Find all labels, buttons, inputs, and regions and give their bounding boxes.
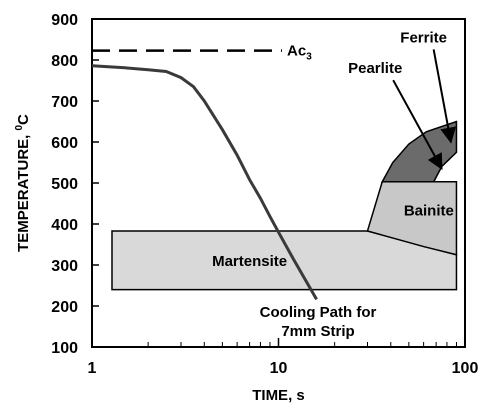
cooling-path-label-line1: Cooling Path for bbox=[260, 304, 377, 321]
ac3-label-main: Ac bbox=[287, 43, 306, 60]
y-axis-label-degree: 0 bbox=[14, 125, 25, 131]
cooling-path-line bbox=[91, 64, 318, 301]
ferrite-arrow bbox=[432, 49, 457, 144]
y-tick-label: 700 bbox=[51, 94, 78, 111]
y-axis-label-main: TEMPERATURE, bbox=[15, 131, 32, 252]
bainite-label: Bainite bbox=[404, 202, 454, 219]
y-axis-ticks: 100 200 300 400 500 600 700 800 900 bbox=[51, 12, 99, 357]
y-axis-label: TEMPERATURE, 0C bbox=[14, 114, 32, 252]
y-tick-label: 800 bbox=[51, 53, 78, 70]
y-tick-label: 300 bbox=[51, 258, 78, 275]
y-axis-label-unit: C bbox=[15, 114, 32, 125]
y-tick-label: 600 bbox=[51, 135, 78, 152]
pearlite-arrow bbox=[392, 79, 443, 171]
y-tick-label: 500 bbox=[51, 176, 78, 193]
ac3-label: Ac3 bbox=[287, 43, 312, 63]
phase-regions bbox=[111, 120, 458, 291]
y-tick-label: 100 bbox=[51, 340, 78, 357]
ferrite-label: Ferrite bbox=[400, 29, 447, 46]
ac3-label-subscript: 3 bbox=[306, 52, 312, 63]
bainite-region bbox=[366, 181, 458, 256]
x-tick-label: 10 bbox=[270, 360, 288, 377]
y-tick-label: 200 bbox=[51, 299, 78, 316]
martensite-region bbox=[111, 230, 458, 291]
y-tick-label: 400 bbox=[51, 217, 78, 234]
cooling-path-label-line2: 7mm Strip bbox=[281, 323, 354, 340]
pearlite-region bbox=[380, 120, 458, 183]
x-axis-ticks: 1 10 100 bbox=[88, 338, 479, 377]
y-tick-label: 900 bbox=[51, 12, 78, 29]
martensite-label: Martensite bbox=[212, 253, 287, 270]
x-tick-label: 1 bbox=[88, 360, 97, 377]
pearlite-label: Pearlite bbox=[348, 60, 402, 77]
x-axis-label: TIME, s bbox=[252, 387, 305, 404]
x-tick-label: 100 bbox=[452, 360, 479, 377]
